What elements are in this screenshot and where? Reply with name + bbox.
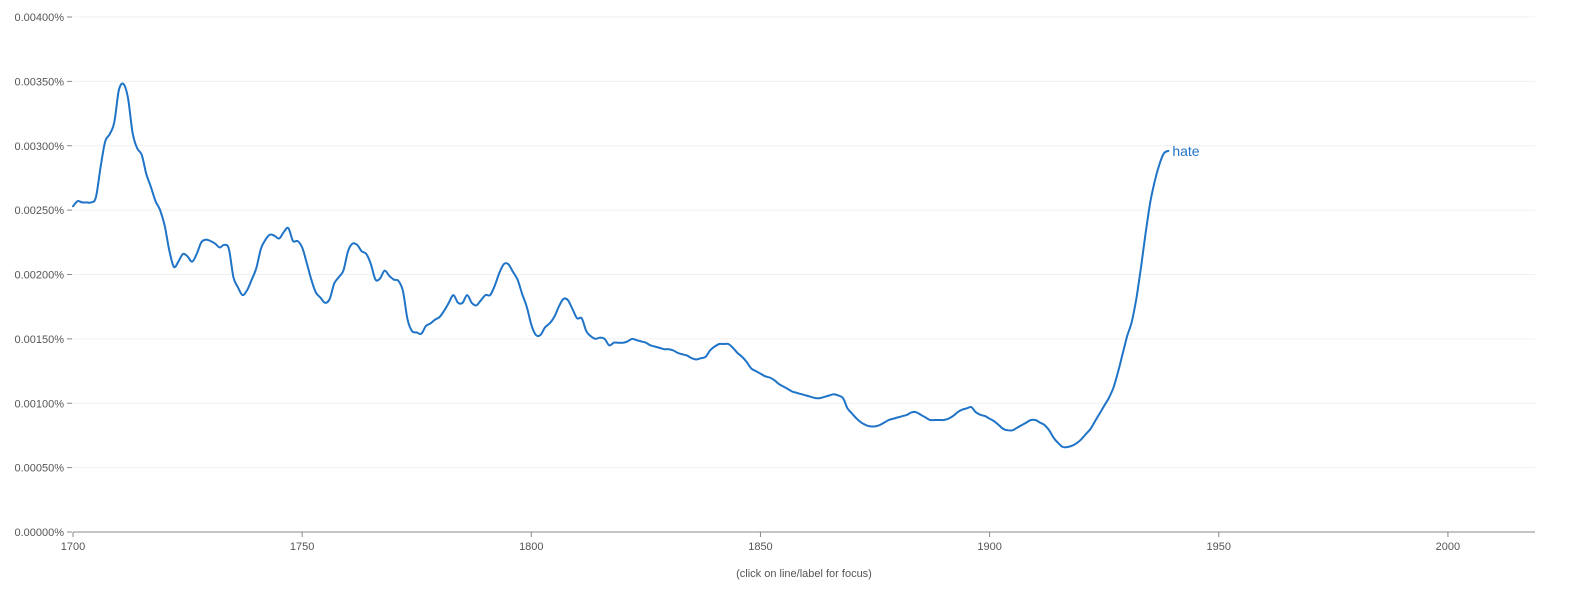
x-tick-label: 1900 xyxy=(977,541,1001,553)
series-lines[interactable] xyxy=(72,82,1170,449)
y-tick-label: 0.00300% xyxy=(14,141,64,153)
y-tick-label: 0.00350% xyxy=(14,76,64,88)
y-tick-label: 0.00000% xyxy=(14,527,64,539)
y-tick-label: 0.00200% xyxy=(14,270,64,282)
series-label-hate[interactable]: hate xyxy=(1172,143,1199,159)
focus-hint-note: (click on line/label for focus) xyxy=(736,568,872,580)
x-tick-label: 1800 xyxy=(519,541,543,553)
y-tick-label: 0.00100% xyxy=(14,398,64,410)
y-axis: 0.00000% 0.00050% 0.00100% 0.00150% 0.00200%… xyxy=(14,12,72,539)
y-tick-label: 0.00050% xyxy=(14,463,64,475)
y-tick-label: 0.00150% xyxy=(14,334,64,346)
gridlines xyxy=(73,16,1535,469)
x-tick-label: 1700 xyxy=(61,541,85,553)
y-tick-label: 0.00250% xyxy=(14,205,64,217)
series-line-hate[interactable] xyxy=(72,82,1170,449)
series-labels[interactable]: hate xyxy=(1172,143,1199,159)
x-tick-label: 1950 xyxy=(1207,541,1231,553)
x-tick-label: 1850 xyxy=(748,541,772,553)
x-tick-label: 2000 xyxy=(1436,541,1460,553)
x-tick-label: 1750 xyxy=(290,541,314,553)
x-axis: 1700 1750 1800 1850 1900 1950 2000 xyxy=(61,531,1535,553)
y-tick-label: 0.00400% xyxy=(14,12,64,24)
